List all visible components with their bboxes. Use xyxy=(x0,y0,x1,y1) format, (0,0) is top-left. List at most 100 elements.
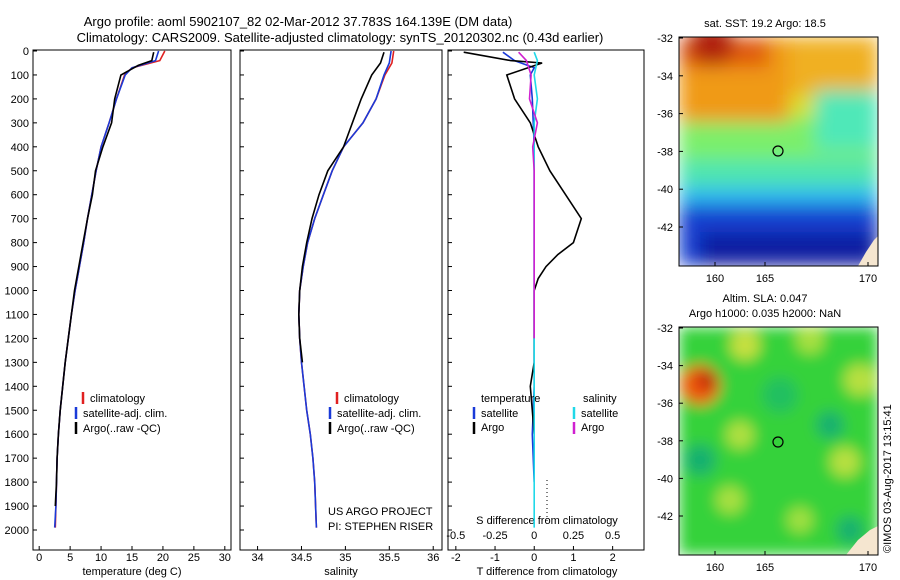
x-tick-label: 35 xyxy=(339,552,351,564)
depth-tick-label: 500 xyxy=(11,166,29,178)
series-line xyxy=(518,51,539,339)
depth-tick-label: 1700 xyxy=(5,453,29,465)
depth-tick-label: 1800 xyxy=(5,477,29,489)
series-line xyxy=(463,51,583,435)
lat-tick-label: -38 xyxy=(657,146,673,158)
depth-tick-label: 900 xyxy=(11,262,29,274)
legend-argo-t: Argo xyxy=(481,422,504,434)
argo-position-marker xyxy=(772,436,784,448)
x-tick-label: 5 xyxy=(67,552,73,564)
lon-tick-label: 165 xyxy=(756,562,774,574)
x-tick-label: -1 xyxy=(490,552,500,564)
depth-tick-label: 400 xyxy=(11,142,29,154)
x-tick-label: 30 xyxy=(219,552,231,564)
difference-panel-frame xyxy=(447,49,645,551)
legend-satellite-adj: satellite-adj. clim. xyxy=(337,408,421,420)
legend-climatology: climatology xyxy=(344,393,400,405)
temperature-legend: climatology satellite-adj. clim. Argo(..… xyxy=(74,392,167,435)
legend-satellite-t: satellite xyxy=(481,408,518,420)
s-tick-label: 0.25 xyxy=(563,530,584,542)
lon-tick-label: 165 xyxy=(756,273,774,285)
difference-series xyxy=(463,51,583,528)
depth-tick-label: 1400 xyxy=(5,381,29,393)
t-difference-axis: -2 -1 0 1 2 xyxy=(451,546,616,564)
lat-tick-label: -38 xyxy=(657,436,673,448)
s-tick-label: -0.25 xyxy=(483,530,508,542)
lat-tick-label: -36 xyxy=(657,398,673,410)
imos-credit: ©IMOS 03-Aug-2017 13:15:41 xyxy=(882,404,894,553)
sla-map-subtitle: Argo h1000: 0.035 h2000: NaN xyxy=(689,308,841,320)
sst-map-title: sat. SST: 19.2 Argo: 18.5 xyxy=(704,18,826,30)
lon-tick-label: 170 xyxy=(859,273,877,285)
x-tick-label: 2 xyxy=(610,552,616,564)
s-tick-label: 0 xyxy=(531,530,537,542)
depth-tick-label: 100 xyxy=(11,70,29,82)
depth-tick-label: 700 xyxy=(11,214,29,226)
depth-tick-label: 1100 xyxy=(5,309,29,321)
salinity-series xyxy=(297,50,395,528)
depth-tick-label: 600 xyxy=(11,190,29,202)
lat-tick-label: -40 xyxy=(657,184,673,196)
project-note: US ARGO PROJECT xyxy=(328,506,433,518)
lat-tick-label: -36 xyxy=(657,109,673,121)
depth-axis: 0 100 200 300 400 500 600 700 800 900 1000 1100 1200… xyxy=(5,46,452,537)
x-tick-label: 34 xyxy=(251,552,263,564)
x-tick-label: 1 xyxy=(570,552,576,564)
legend-climatology: climatology xyxy=(90,393,146,405)
series-line xyxy=(297,51,385,363)
legend-argo: Argo(..raw -QC) xyxy=(337,423,415,435)
lat-tick-label: -42 xyxy=(657,511,673,523)
t-difference-axis-label: T difference from climatology xyxy=(477,566,618,578)
figure-subtitle: Climatology: CARS2009. Satellite-adjuste… xyxy=(77,30,604,45)
figure-title: Argo profile: aoml 5902107_82 02-Mar-201… xyxy=(84,14,513,29)
depth-tick-label: 300 xyxy=(11,118,29,130)
legend-temperature-heading: temperature xyxy=(481,393,540,405)
salinity-panel-frame xyxy=(239,49,443,551)
sst-map: sat. SST: 19.2 Argo: 18.5 -32 -34 -36 -38 -4… xyxy=(657,18,879,285)
temperature-panel-frame xyxy=(32,49,232,551)
sst-map-axes: -32 -34 -36 -38 -40 -42 160 165 170 xyxy=(657,33,877,285)
difference-legend: temperature salinity satellite Argo sate… xyxy=(472,393,618,434)
depth-tick-label: 0 xyxy=(23,46,29,58)
depth-tick-label: 1300 xyxy=(5,357,29,369)
x-tick-label: 15 xyxy=(126,552,138,564)
series-line xyxy=(54,50,166,528)
lon-tick-label: 160 xyxy=(706,273,724,285)
lat-tick-label: -40 xyxy=(657,473,673,485)
argo-position-marker xyxy=(772,145,784,157)
lat-tick-label: -34 xyxy=(657,361,673,373)
salinity-legend: climatology satellite-adj. clim. Argo(..… xyxy=(328,392,433,533)
x-tick-label: 10 xyxy=(95,552,107,564)
depth-tick-label: 1000 xyxy=(5,286,29,298)
depth-tick-label: 2000 xyxy=(5,525,29,537)
lon-tick-label: 160 xyxy=(706,562,724,574)
s-tick-label: -0.5 xyxy=(446,530,465,542)
sla-map: Altim. SLA: 0.047 Argo h1000: 0.035 h200… xyxy=(657,293,879,574)
temperature-axis: 0 5 10 15 20 25 30 xyxy=(36,546,231,564)
depth-tick-label: 200 xyxy=(11,94,29,106)
land-patch xyxy=(858,236,878,266)
temperature-series xyxy=(53,50,166,528)
legend-salinity-heading: salinity xyxy=(583,393,617,405)
depth-tick-label: 800 xyxy=(11,238,29,250)
legend-argo-s: Argo xyxy=(581,422,604,434)
lon-tick-label: 170 xyxy=(859,562,877,574)
legend-satellite-adj: satellite-adj. clim. xyxy=(83,408,167,420)
pi-note: PI: STEPHEN RISER xyxy=(328,521,433,533)
sla-map-title: Altim. SLA: 0.047 xyxy=(723,293,808,305)
depth-tick-label: 1900 xyxy=(5,501,29,513)
x-tick-label: 34.5 xyxy=(291,552,312,564)
x-tick-label: 36 xyxy=(427,552,439,564)
x-tick-label: 0 xyxy=(36,552,42,564)
lat-tick-label: -42 xyxy=(657,222,673,234)
x-tick-label: 0 xyxy=(531,552,537,564)
temperature-axis-label: temperature (deg C) xyxy=(82,566,181,578)
land-patch xyxy=(846,526,878,555)
s-difference-axis: -0.5 -0.25 0 0.25 0.5 xyxy=(446,530,620,542)
lat-tick-label: -32 xyxy=(657,33,673,45)
depth-tick-label: 1500 xyxy=(5,405,29,417)
series-line xyxy=(54,52,155,507)
series-line xyxy=(53,50,160,528)
depth-tick-label: 1600 xyxy=(5,429,29,441)
